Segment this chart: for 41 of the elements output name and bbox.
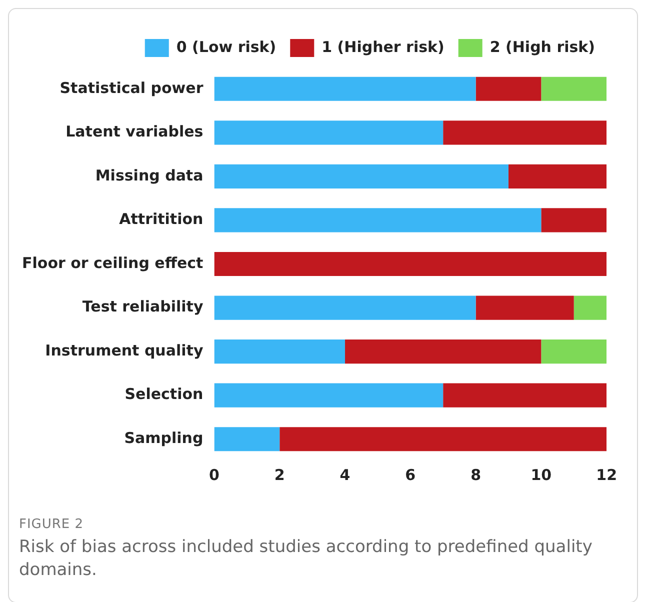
bar — [214, 340, 346, 364]
bar — [345, 340, 542, 364]
text: Risk of bias across included studies according to predefined quality domains. — [19, 536, 594, 582]
bar — [443, 120, 607, 145]
bar — [443, 383, 607, 408]
x-tick-label: 2 — [274, 466, 285, 484]
caption: FIGURE 2 — [19, 517, 85, 532]
bar — [508, 164, 607, 188]
bar — [476, 76, 542, 101]
legend-label: 1 (Higher risk) — [322, 38, 444, 56]
bar — [214, 427, 280, 452]
bar — [214, 164, 508, 188]
y-tick-label: Instrument quality — [45, 341, 204, 360]
y-tick-label: Selection — [124, 385, 204, 404]
bar — [541, 208, 607, 232]
x-tick-label: 12 — [596, 466, 617, 484]
x-tick-label: 0 — [209, 466, 220, 484]
y-tick-label: Statistical power — [60, 78, 204, 97]
bar — [214, 383, 444, 408]
legend-label: 0 (Low risk) — [176, 38, 276, 56]
x-tick-label: 8 — [470, 466, 482, 484]
y-tick-label: Sampling — [124, 429, 204, 447]
bar — [541, 76, 607, 101]
y-tick-label: Test reliability — [82, 298, 204, 316]
bar — [214, 120, 444, 145]
y-tick-label: Attritition — [119, 210, 204, 228]
bar — [541, 340, 607, 364]
bar — [476, 296, 574, 320]
y-tick-label: Missing data — [95, 166, 204, 184]
legend-label: 2 (High risk) — [490, 38, 596, 56]
y-tick-label: Latent variables — [66, 122, 204, 141]
bar — [280, 427, 607, 452]
bar — [574, 296, 607, 320]
bar — [214, 296, 476, 320]
bar — [214, 208, 542, 232]
bar — [214, 76, 476, 101]
x-tick-label: 4 — [340, 466, 350, 484]
x-tick-label: 6 — [405, 466, 416, 484]
y-tick-label: Floor or ceiling effect — [22, 254, 204, 272]
x-tick-label: 10 — [530, 466, 552, 484]
bar — [214, 252, 607, 276]
